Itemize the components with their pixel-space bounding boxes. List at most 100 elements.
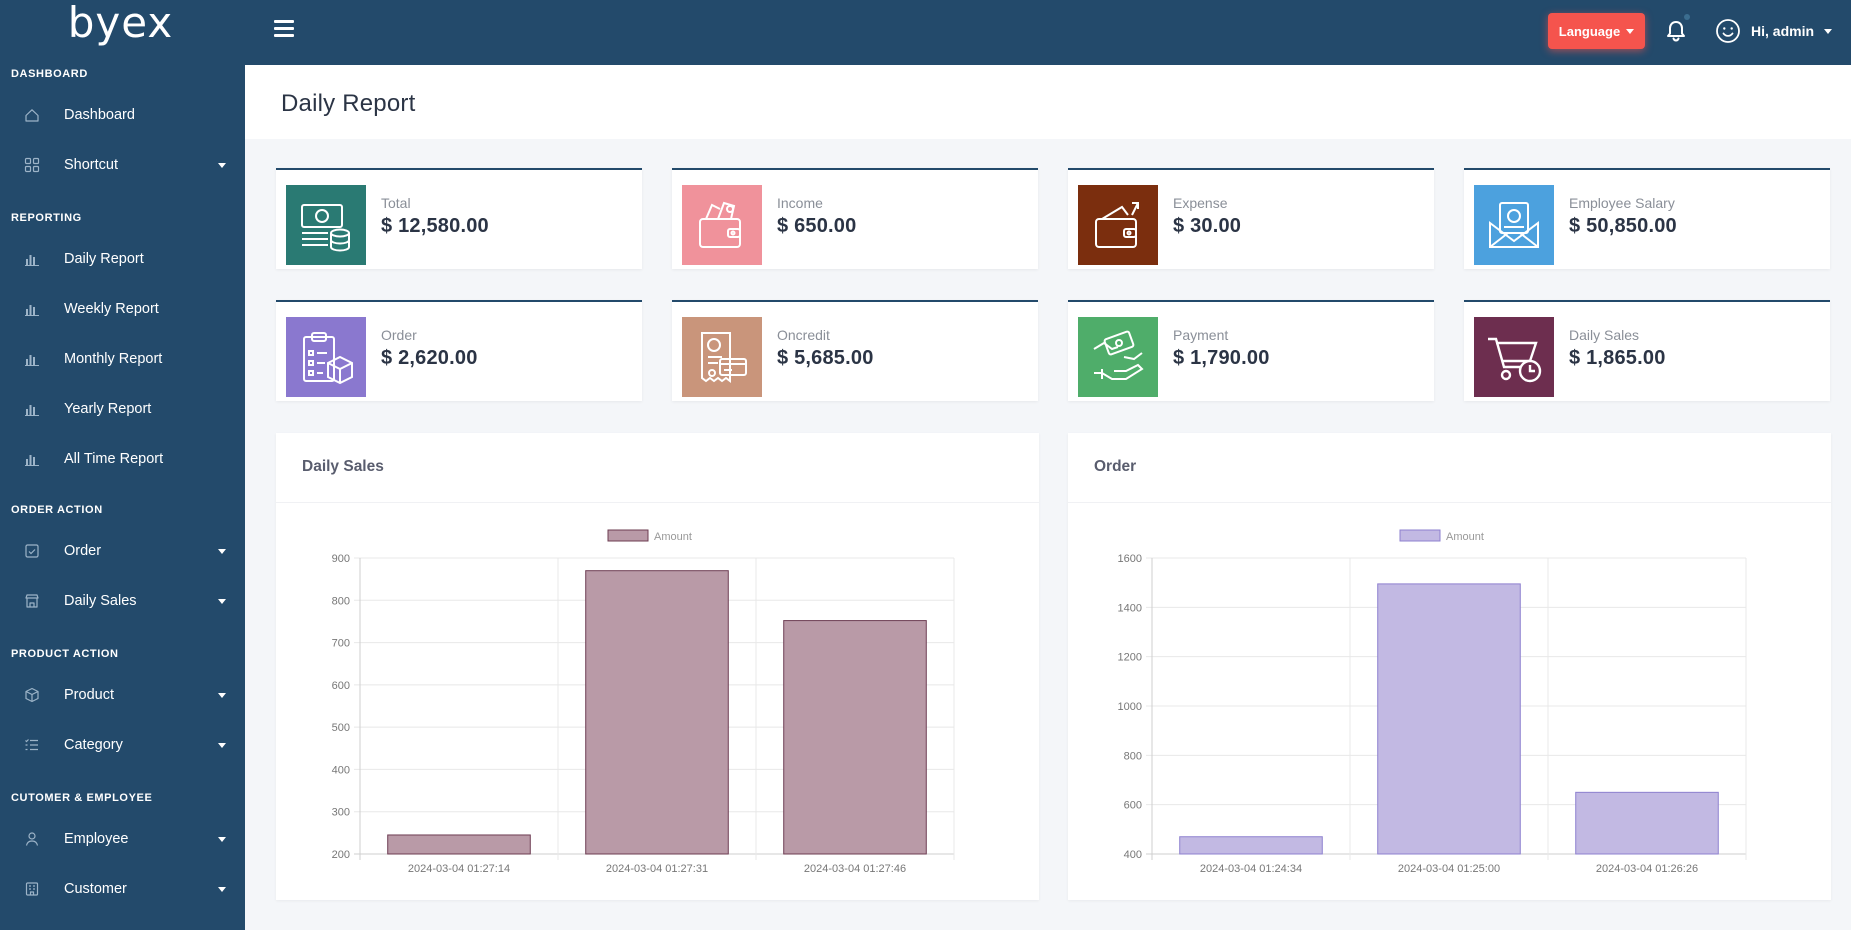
stat-tile bbox=[286, 185, 366, 265]
y-tick-label: 400 bbox=[332, 764, 350, 776]
stat-value: $ 1,790.00 bbox=[1173, 347, 1270, 369]
bell-icon[interactable] bbox=[1665, 19, 1687, 43]
sidebar-item-customer[interactable]: Customer bbox=[0, 867, 245, 911]
chevron-down-icon bbox=[1626, 28, 1635, 34]
brand-logo[interactable]: byex bbox=[0, 0, 245, 65]
page-title: Daily Report bbox=[281, 90, 416, 117]
stat-tile bbox=[1474, 185, 1554, 265]
bar bbox=[585, 570, 729, 855]
box-icon bbox=[25, 687, 39, 703]
y-tick-label: 400 bbox=[1124, 849, 1142, 861]
sidebar-item-label: Monthly Report bbox=[64, 351, 163, 367]
sidebar-item-order[interactable]: Order bbox=[0, 529, 245, 573]
sidebar: DASHBOARD Dashboard Shortcut REPORTING D… bbox=[0, 65, 245, 930]
y-tick-label: 600 bbox=[1124, 800, 1142, 812]
daily-sales-bar-chart: Amount 200 300 400 500 600 700 800 900 2024-03-04… bbox=[332, 529, 955, 875]
sidebar-item-label: Daily Report bbox=[64, 251, 144, 267]
grid-icon bbox=[24, 157, 40, 173]
sidebar-item-weekly-report[interactable]: Weekly Report bbox=[0, 287, 245, 331]
sidebar-item-label: Employee bbox=[64, 831, 129, 847]
y-tick-label: 600 bbox=[332, 680, 350, 692]
order-chart-panel: Order Amount 400 600 800 1000 1200 1400 1600 202… bbox=[1068, 433, 1831, 900]
stat-tile bbox=[682, 317, 762, 397]
panel-title: Daily Sales bbox=[302, 458, 384, 475]
x-tick-label: 2024-03-04 01:24:34 bbox=[1200, 863, 1302, 875]
y-tick-label: 500 bbox=[332, 722, 350, 734]
y-tick-label: 300 bbox=[332, 807, 350, 819]
stat-label: Daily Sales bbox=[1569, 327, 1640, 343]
stat-label: Payment bbox=[1173, 327, 1229, 343]
sidebar-item-label: All Time Report bbox=[64, 451, 164, 467]
x-tick-label: 2024-03-04 01:25:00 bbox=[1398, 863, 1500, 875]
y-tick-label: 1600 bbox=[1118, 553, 1142, 565]
x-tick-label: 2024-03-04 01:27:14 bbox=[408, 863, 510, 875]
sidebar-item-all-time-report[interactable]: All Time Report bbox=[0, 437, 245, 481]
bar bbox=[783, 620, 927, 855]
y-tick-label: 800 bbox=[332, 595, 350, 607]
checklist-icon bbox=[25, 544, 39, 558]
sidebar-item-category[interactable]: Category bbox=[0, 723, 245, 767]
sidebar-item-dashboard[interactable]: Dashboard bbox=[0, 93, 245, 137]
user-icon bbox=[25, 832, 39, 846]
smiley-avatar-icon bbox=[1716, 19, 1740, 43]
bar-chart-icon bbox=[25, 355, 39, 366]
y-tick-label: 700 bbox=[332, 638, 350, 650]
bar bbox=[1575, 791, 1719, 855]
legend-label: Amount bbox=[1446, 531, 1484, 543]
stat-card-income: Income $ 650.00 bbox=[672, 168, 1038, 269]
chevron-down-icon bbox=[218, 887, 226, 892]
x-tick-label: 2024-03-04 01:27:46 bbox=[804, 863, 906, 875]
bar-chart-icon bbox=[25, 255, 39, 266]
cart-clock-icon bbox=[1488, 337, 1542, 383]
chart-legend: Amount bbox=[607, 529, 692, 543]
chevron-down-icon bbox=[218, 743, 226, 748]
menu-toggle-icon[interactable] bbox=[274, 20, 294, 40]
sidebar-item-shortcut[interactable]: Shortcut bbox=[0, 143, 245, 187]
y-tick-label: 1000 bbox=[1118, 701, 1142, 713]
stat-tile bbox=[682, 185, 762, 265]
stat-card-total: Total $ 12,580.00 bbox=[276, 168, 642, 269]
stat-card-expense: Expense $ 30.00 bbox=[1068, 168, 1434, 269]
credit-invoice-icon bbox=[701, 332, 747, 383]
stat-card-employee-salary: Employee Salary $ 50,850.00 bbox=[1464, 168, 1830, 269]
stat-label: Employee Salary bbox=[1569, 195, 1675, 211]
sidebar-item-employee[interactable]: Employee bbox=[0, 817, 245, 861]
store-icon bbox=[25, 594, 39, 608]
panel-title: Order bbox=[1094, 458, 1137, 475]
language-label: Language bbox=[1558, 23, 1621, 39]
chevron-down-icon bbox=[218, 599, 226, 604]
stat-value: $ 12,580.00 bbox=[381, 215, 489, 237]
bar bbox=[1377, 583, 1521, 855]
y-tick-label: 800 bbox=[1124, 750, 1142, 762]
stat-card-payment: Payment $ 1,790.00 bbox=[1068, 300, 1434, 401]
cash-coins-icon bbox=[301, 204, 350, 252]
y-tick-label: 900 bbox=[332, 553, 350, 565]
sidebar-item-product[interactable]: Product bbox=[0, 673, 245, 717]
stat-label: Income bbox=[777, 195, 823, 211]
sidebar-item-yearly-report[interactable]: Yearly Report bbox=[0, 387, 245, 431]
stat-tile bbox=[286, 317, 366, 397]
chevron-down-icon bbox=[1824, 28, 1833, 34]
sidebar-item-label: Weekly Report bbox=[64, 301, 159, 317]
sidebar-item-label: Product bbox=[64, 687, 114, 703]
home-icon bbox=[25, 109, 39, 122]
sidebar-item-label: Customer bbox=[64, 881, 127, 897]
sidebar-item-monthly-report[interactable]: Monthly Report bbox=[0, 337, 245, 381]
sidebar-item-label: Order bbox=[64, 543, 102, 559]
daily-sales-chart-panel: Daily Sales Amount 200 300 400 500 600 700 800 9… bbox=[276, 433, 1039, 900]
brand-name: byex bbox=[67, 0, 174, 47]
salary-envelope-icon bbox=[1489, 202, 1539, 248]
stat-value: $ 30.00 bbox=[1173, 215, 1242, 237]
list-icon bbox=[25, 739, 38, 751]
sidebar-item-daily-sales[interactable]: Daily Sales bbox=[0, 579, 245, 623]
sidebar-section-reporting: REPORTING bbox=[11, 212, 82, 224]
stat-card-oncredit: Oncredit $ 5,685.00 bbox=[672, 300, 1038, 401]
sidebar-item-daily-report[interactable]: Daily Report bbox=[0, 237, 245, 281]
panel-divider bbox=[1068, 502, 1831, 503]
language-dropdown-button[interactable]: Language bbox=[1548, 13, 1645, 49]
building-icon bbox=[25, 882, 39, 896]
page-header: Daily Report bbox=[245, 65, 1851, 139]
sidebar-section-customer-employee: CUTOMER & EMPLOYEE bbox=[11, 792, 153, 804]
user-menu[interactable]: Hi, admin bbox=[1715, 17, 1833, 45]
chevron-down-icon bbox=[218, 837, 226, 842]
